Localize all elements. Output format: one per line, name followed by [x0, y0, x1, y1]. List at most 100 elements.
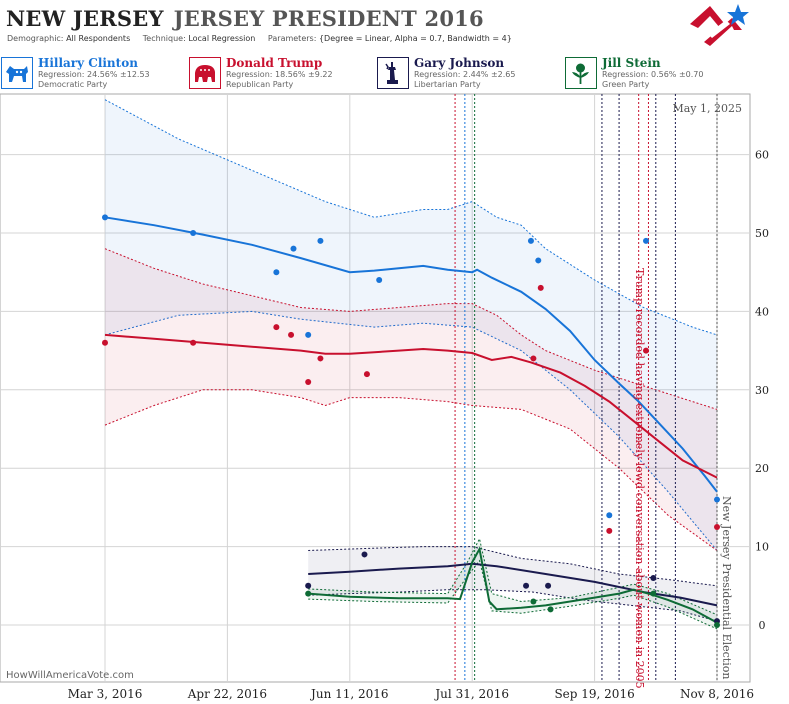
data-point	[606, 512, 613, 519]
technique-value: Local Regression	[188, 34, 256, 43]
parameters-label: Parameters:	[267, 34, 317, 43]
technique-label: Technique:	[142, 34, 186, 43]
candidate-party: Libertarian Party	[414, 80, 481, 89]
x-tick-label: Sep 19, 2016	[554, 687, 634, 701]
candidate-legend: Hillary Clinton Regression: 24.56% ±12.5…	[0, 56, 789, 94]
data-point	[527, 237, 534, 244]
flag-star-logo-icon	[690, 4, 749, 46]
statue-of-liberty-icon	[377, 57, 409, 89]
confidence-band	[105, 99, 717, 551]
data-point	[530, 598, 537, 605]
upper-bound-line	[104, 99, 718, 336]
data-point	[273, 324, 280, 331]
series-line	[104, 216, 718, 493]
x-tick-label: Nov 8, 2016	[680, 687, 754, 701]
data-point	[714, 496, 720, 503]
poll-points	[102, 214, 720, 628]
data-point	[305, 378, 312, 385]
annotation-label: Trump recorded having extremely lewd con…	[633, 268, 646, 689]
data-point	[545, 582, 552, 589]
data-point	[643, 237, 650, 244]
candidate-name: Gary Johnson	[414, 56, 505, 70]
data-point	[376, 277, 383, 284]
legend-item-stein[interactable]: Jill Stein Regression: 0.56% ±0.70 Green…	[564, 56, 752, 92]
confidence-band	[308, 546, 717, 622]
data-point	[317, 355, 324, 362]
y-tick-label: 0	[759, 619, 766, 632]
chart-title: NEW JERSEY JERSEY PRESIDENT 2016	[6, 6, 484, 31]
y-axis-ticks: 0 10 20 30 40 50 60	[755, 149, 769, 632]
data-point	[606, 527, 613, 534]
elephant-icon	[189, 57, 221, 89]
data-point	[530, 355, 537, 362]
data-point	[643, 347, 650, 354]
data-point	[535, 257, 542, 264]
candidate-party: Republican Party	[226, 80, 294, 89]
lower-bound-line	[104, 389, 718, 551]
y-tick-label: 30	[755, 384, 769, 397]
y-tick-label: 20	[755, 462, 769, 475]
upper-bound-line	[308, 537, 718, 616]
annotations: Trump recorded having extremely lewd con…	[633, 268, 733, 689]
event-lines	[454, 94, 718, 682]
demographic-label: Demographic:	[7, 34, 64, 43]
data-point	[290, 245, 297, 252]
upper-bound-line	[104, 248, 718, 410]
candidate-name: Hillary Clinton	[38, 56, 138, 70]
x-tick-label: Apr 22, 2016	[187, 687, 267, 701]
legend-item-johnson[interactable]: Gary Johnson Regression: 2.44% ±2.65 Lib…	[376, 56, 564, 92]
lower-bound-line	[308, 559, 718, 630]
confidence-bands	[104, 99, 718, 630]
data-point	[317, 237, 324, 244]
demographic-value: All Respondents	[66, 34, 131, 43]
date-stamp: May 1, 2025	[672, 102, 742, 115]
data-point	[361, 551, 368, 558]
y-tick-label: 40	[755, 305, 769, 318]
x-tick-label: Jul 31, 2016	[433, 687, 509, 701]
x-tick-label: Mar 3, 2016	[68, 687, 143, 701]
rose-icon	[565, 57, 597, 89]
annotation-label: New Jersey Presidential Election	[720, 496, 733, 679]
data-point	[523, 582, 530, 589]
state-name: NEW JERSEY	[6, 6, 164, 31]
data-point	[305, 590, 312, 597]
data-point	[650, 574, 657, 581]
series-line	[104, 333, 718, 479]
lower-bound-line	[104, 310, 718, 551]
candidate-party: Green Party	[602, 80, 650, 89]
donkey-icon	[1, 57, 33, 89]
legend-item-trump[interactable]: Donald Trump Regression: 18.56% ±9.22 Re…	[188, 56, 376, 92]
data-point	[305, 582, 312, 589]
confidence-band	[308, 538, 717, 629]
candidate-regression: Regression: 2.44% ±2.65	[414, 70, 516, 79]
data-point	[305, 331, 312, 338]
candidate-name: Jill Stein	[602, 56, 661, 70]
candidate-regression: Regression: 18.56% ±9.22	[226, 70, 333, 79]
y-tick-label: 50	[755, 227, 769, 240]
candidate-regression: Regression: 24.56% ±12.53	[38, 70, 150, 79]
y-tick-label: 60	[755, 149, 769, 162]
lower-bound-line	[308, 589, 718, 622]
parameters-value: {Degree = Linear, Alpha = 0.7, Bandwidth…	[318, 34, 512, 43]
series-line	[308, 546, 718, 624]
race-name: JERSEY PRESIDENT 2016	[173, 6, 484, 31]
parameters-line: Demographic: All Respondents Technique: …	[7, 34, 512, 43]
candidate-name: Donald Trump	[226, 56, 323, 70]
data-point	[363, 371, 370, 378]
data-point	[273, 269, 280, 276]
data-point	[102, 214, 108, 221]
candidate-regression: Regression: 0.56% ±0.70	[602, 70, 704, 79]
data-point	[102, 339, 108, 346]
regression-lines	[104, 216, 718, 624]
confidence-band	[105, 248, 717, 551]
x-tick-label: Jun 11, 2016	[309, 687, 389, 701]
watermark: HowWillAmericaVote.com	[6, 670, 134, 681]
x-axis-ticks: Mar 3, 2016 Apr 22, 2016 Jun 11, 2016 Jul 3…	[68, 687, 754, 701]
data-point	[190, 230, 197, 236]
legend-item-clinton[interactable]: Hillary Clinton Regression: 24.56% ±12.5…	[0, 56, 188, 92]
data-point	[714, 622, 720, 628]
data-point	[537, 284, 544, 291]
data-point	[714, 524, 720, 530]
data-point	[547, 606, 554, 613]
